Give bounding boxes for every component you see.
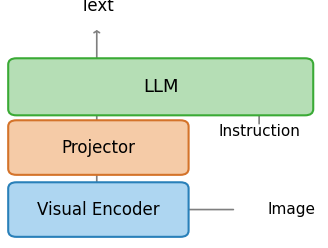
FancyBboxPatch shape (8, 120, 189, 175)
FancyBboxPatch shape (8, 182, 189, 237)
Text: Instruction: Instruction (218, 124, 300, 139)
Text: LLM: LLM (143, 78, 178, 96)
Text: Text: Text (80, 0, 113, 15)
FancyBboxPatch shape (8, 58, 313, 115)
Text: Image: Image (267, 202, 315, 217)
Text: Visual Encoder: Visual Encoder (37, 201, 160, 218)
Text: Projector: Projector (61, 139, 135, 156)
